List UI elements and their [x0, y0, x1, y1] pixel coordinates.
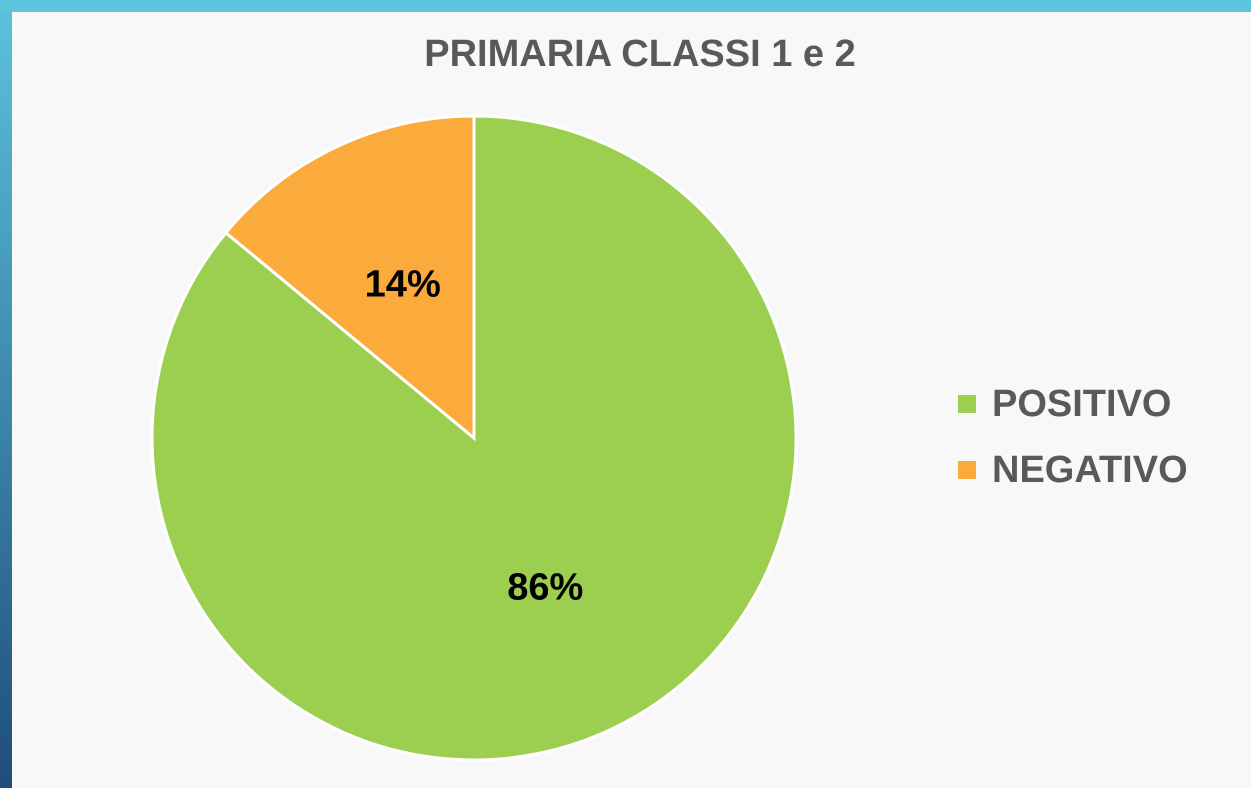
data-label: 86%	[507, 567, 583, 609]
pie-slice	[223, 114, 476, 442]
data-label: 14%	[365, 264, 441, 306]
legend-swatch	[958, 395, 976, 413]
chart-title: PRIMARIA CLASSI 1 e 2	[424, 33, 855, 75]
top-strip	[0, 0, 1251, 12]
legend-label: NEGATIVO	[992, 449, 1188, 491]
legend-swatch	[958, 461, 976, 479]
legend-label: POSITIVO	[992, 383, 1171, 425]
